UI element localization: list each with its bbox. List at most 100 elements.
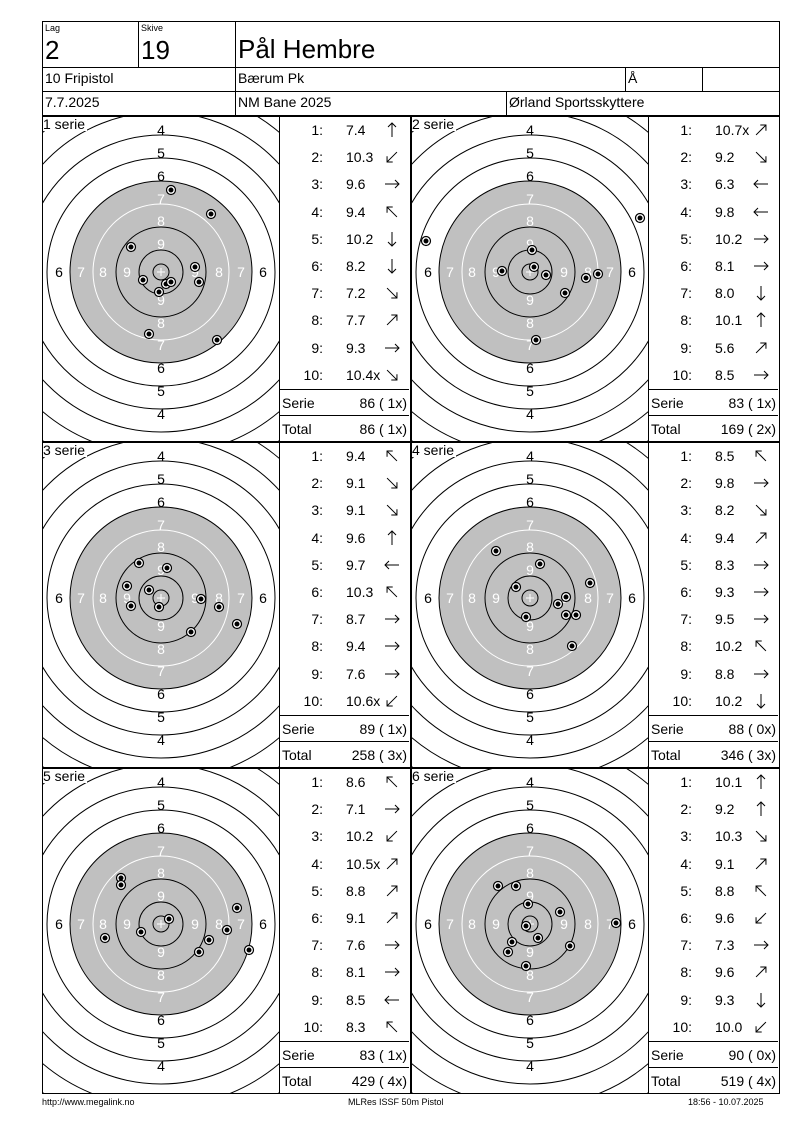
serie-label: Serie (282, 721, 315, 737)
shot-value: 10.0 (715, 1018, 743, 1035)
shot-row: 1: 9.4 (280, 443, 409, 470)
shot-number: 3: (311, 828, 323, 845)
shot-row: 7: 7.6 (280, 932, 409, 959)
shot-value: 10.7x (715, 122, 750, 138)
shot-row: 7: 8.7 (280, 606, 409, 633)
ring-number: 6 (526, 494, 534, 510)
total-label: Total (282, 747, 312, 763)
serie-value: 89 ( 1x) (359, 721, 407, 737)
direction-arrow-icon (386, 858, 398, 869)
target: 445566778899667788994 serie (411, 442, 649, 768)
direction-arrow-icon (754, 614, 769, 624)
skive-cell: Skive 19 (139, 22, 236, 68)
shot-number: 2: (311, 475, 323, 492)
shot-value: 9.6 (346, 176, 366, 193)
shot-hole (510, 880, 522, 892)
total-label: Total (282, 1073, 312, 1089)
direction-arrow-icon (384, 995, 399, 1004)
shot-row: 8: 9.4 (280, 633, 409, 660)
ring-number: 8 (468, 916, 476, 932)
direction-arrow-icon (387, 231, 397, 247)
ring-number: 6 (526, 168, 534, 184)
total-value: 519 ( 4x) (720, 1073, 776, 1089)
ring-number: 8 (526, 213, 534, 229)
ring-number: 9 (526, 618, 534, 634)
shot-value: 9.4 (346, 203, 366, 220)
ring-number: 5 (157, 145, 165, 161)
shot-row: 5: 8.8 (649, 878, 778, 905)
ring-number: 7 (157, 663, 165, 679)
shot-hole (115, 879, 127, 891)
shot-row: 3: 10.2 (280, 823, 409, 850)
shot-number: 3: (311, 176, 323, 193)
series-label: 2 serie (412, 116, 457, 132)
ring-number: 7 (237, 264, 245, 280)
shot-hole (161, 562, 173, 574)
ring-number: 6 (424, 590, 432, 606)
shot-hole (137, 274, 149, 286)
shot-number: 5: (311, 882, 323, 899)
shot-hole (564, 940, 576, 952)
ring-number: 9 (123, 916, 131, 932)
shot-number: 9: (311, 991, 323, 1008)
serie-value: 83 ( 1x) (728, 395, 776, 411)
shot-number: 8: (311, 312, 323, 329)
direction-arrow-icon (386, 151, 398, 163)
ring-number: 7 (526, 337, 534, 353)
shot-row: 9: 8.5 (280, 987, 409, 1014)
shot-hole (520, 920, 532, 932)
direction-arrow-icon (385, 642, 400, 651)
target-ring (415, 157, 645, 387)
target-ring (92, 203, 230, 341)
shot-value: 9.4 (346, 638, 366, 655)
ring-number: 6 (55, 590, 63, 606)
ring-number: 6 (424, 264, 432, 280)
shot-row: 9: 5.6 (649, 335, 778, 362)
shot-row: 10: 10.0 (649, 1014, 778, 1041)
direction-arrow-icon (755, 858, 767, 869)
shot-number: 7: (311, 937, 323, 954)
direction-arrow-icon (386, 586, 398, 598)
shot-hole (420, 235, 432, 247)
direction-arrow-icon (386, 1021, 398, 1033)
shot-row: 3: 6.3 (649, 171, 778, 198)
ring-number: 8 (215, 264, 223, 280)
direction-arrow-icon (756, 286, 766, 301)
ring-number: 8 (157, 967, 165, 983)
serie-label: Serie (651, 395, 684, 411)
serie-sum-row: Serie 89 ( 1x) (280, 715, 409, 742)
target-ring (521, 589, 539, 607)
shot-number: 10: (672, 692, 692, 709)
target-ring (92, 529, 230, 667)
ring-number: 8 (468, 590, 476, 606)
shot-table: 1: 10.7x 2: 9.2 3: 6.3 4: 9.8 5: 10.2 6: 8.1 7: 8.0 8:… (649, 116, 780, 442)
direction-arrow-icon (755, 640, 767, 652)
target-ring (138, 575, 184, 621)
ring-number: 5 (526, 471, 534, 487)
shot-value: 10.5x (346, 855, 381, 872)
shot-number: 3: (680, 502, 692, 519)
shot-value: 8.5 (715, 366, 735, 383)
target-ring (412, 443, 648, 759)
shot-number: 10: (303, 366, 323, 383)
shot-value: 9.7 (346, 556, 366, 573)
ring-number: 4 (157, 732, 165, 748)
ring-number: 9 (157, 292, 165, 308)
shot-value: 9.3 (715, 991, 735, 1008)
shot-value: 8.2 (715, 502, 735, 519)
ring-number: 5 (526, 383, 534, 399)
ring-number: 9 (526, 562, 534, 578)
shot-hole (163, 913, 175, 925)
ring-number: 9 (526, 888, 534, 904)
ring-number: 7 (526, 191, 534, 207)
ring-number: 7 (157, 191, 165, 207)
shot-value: 10.1 (715, 774, 743, 790)
shot-value: 6.3 (715, 176, 735, 193)
shot-value: 10.4x (346, 366, 381, 383)
shot-table: 1: 7.4 2: 10.3 3: 9.6 4: 9.4 5: 10.2 6: 8.2 7: 7.2 8: 7… (280, 116, 411, 442)
shot-number: 10: (303, 1018, 323, 1035)
shot-value: 9.1 (346, 475, 366, 492)
shot-row: 7: 8.0 (649, 280, 778, 307)
